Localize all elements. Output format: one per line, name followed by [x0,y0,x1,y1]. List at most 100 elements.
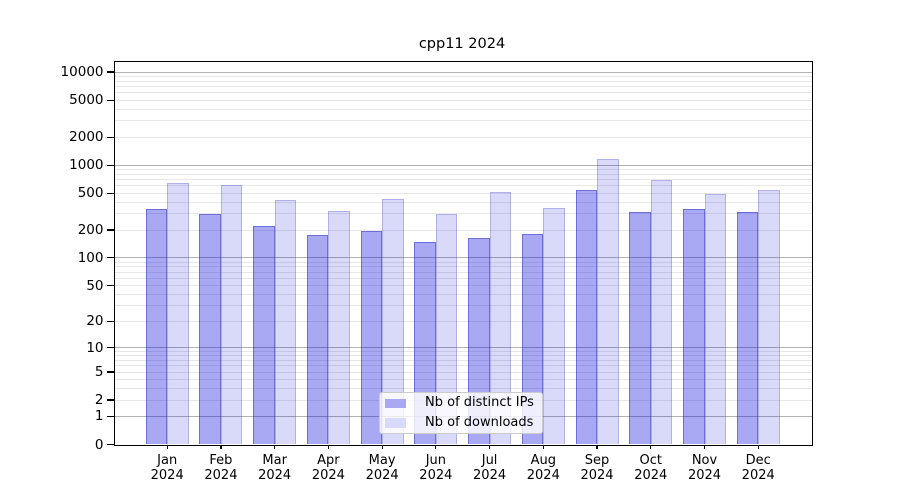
plot-area: 0 1 2 5 10 20 50 100 200 500 1000 2000 5000 10000 Jan … [61,61,813,483]
bar-downloads-feb [220,185,243,445]
x-tick-jan [166,444,168,449]
x-tick-may [381,444,383,449]
gridline-3 [114,387,812,389]
y-tick-20 [106,320,115,322]
y-tick-label-200: 200 [77,222,104,239]
y-tick-2 [106,399,115,401]
gridline-10000 [114,71,812,73]
x-tick-label-jan: Jan 2024 [150,452,184,484]
gridline-4000 [114,108,812,110]
gridline-200 [114,229,812,231]
x-tick-apr [327,444,329,449]
gridline-800 [114,173,812,175]
x-tick-label-dec: Dec 2024 [741,452,775,484]
gridline-600 [114,185,812,187]
bar-distinct-ips-jan [145,208,168,445]
legend-swatch-downloads [385,418,406,428]
gridline-400 [114,201,812,203]
bar-downloads-oct [650,180,673,445]
bar-downloads-jun [435,214,458,445]
gridline-60 [114,277,812,279]
gridline-8 [114,355,812,357]
bar-distinct-ips-sep [575,190,598,445]
legend: Nb of distinct IPs Nb of downloads [379,392,543,434]
gridline-100 [114,257,812,259]
x-tick-label-oct: Oct 2024 [634,452,668,484]
gridline-9000 [114,75,812,77]
legend-label-downloads: Nb of downloads [425,414,534,430]
x-tick-label-nov: Nov 2024 [687,452,722,484]
x-tick-nov [703,444,706,449]
gridline-20 [114,320,812,322]
bar-downloads-mar [274,199,297,445]
x-tick-label-aug: Aug 2024 [526,452,560,484]
legend-item-downloads: Nb of downloads [385,415,542,432]
gridline-7 [114,359,812,361]
y-tick-label-20: 20 [86,313,104,330]
gridline-2000 [114,136,812,138]
gridline-6000 [114,92,812,94]
bar-distinct-ips-apr [306,234,329,445]
x-tick-sep [596,444,598,449]
y-tick-label-0: 0 [94,436,104,453]
gridline-5000 [114,99,812,101]
chart-title: cpp11 2024 [418,36,506,52]
y-tick-2000 [106,136,115,138]
x-tick-label-feb: Feb 2024 [204,452,238,484]
y-tick-label-1000: 1000 [69,157,104,174]
bar-downloads-nov [704,193,726,445]
x-tick-mar [274,444,276,449]
y-tick-100 [106,257,115,259]
gridline-30 [114,305,812,307]
y-tick-label-100: 100 [77,249,104,266]
gridline-70 [114,271,812,273]
gridline-1000 [114,164,812,166]
gridline-5 [114,371,812,373]
y-tick-label-50: 50 [86,277,104,294]
y-tick-5 [106,371,115,373]
x-tick-label-jul: Jul 2024 [473,452,507,484]
x-tick-oct [650,444,652,449]
x-tick-aug [542,444,544,449]
bar-distinct-ips-aug [521,233,544,445]
gridline-40 [114,293,812,295]
y-tick-label-2: 2 [94,392,104,409]
x-tick-dec [757,444,759,449]
gridline-900 [114,168,812,170]
gridline-8000 [114,80,812,82]
y-tick-1 [106,415,115,418]
gridline-3000 [114,120,812,122]
y-tick-0 [106,443,115,446]
bar-distinct-ips-dec [736,211,759,445]
y-tick-label-5: 5 [94,364,104,381]
bar-downloads-dec [758,190,780,445]
x-tick-label-may: May 2024 [365,452,399,484]
y-tick-label-500: 500 [77,185,104,202]
x-tick-label-jun: Jun 2024 [419,452,453,484]
gridline-6 [114,365,812,367]
bar-distinct-ips-mar [253,226,275,445]
y-tick-label-1: 1 [94,408,104,425]
x-tick-jul [488,444,491,449]
y-tick-10 [106,346,115,349]
x-tick-label-mar: Mar 2024 [258,452,292,484]
gridline-10 [114,347,812,349]
gridline-300 [114,213,812,215]
y-tick-500 [106,192,115,194]
gridline-50 [114,285,812,287]
bar-downloads-may [382,199,404,445]
legend-swatch-distinct-ips [385,398,406,408]
bar-distinct-ips-may [360,230,383,445]
y-tick-10000 [106,71,115,73]
gridline-500 [114,192,812,194]
gridline-80 [114,266,812,268]
bar-downloads-apr [328,211,350,445]
x-tick-jun [435,444,437,449]
x-tick-label-apr: Apr 2024 [311,452,345,484]
bar-downloads-aug [543,208,565,445]
gridline-7000 [114,86,812,87]
x-tick-feb [220,444,222,449]
y-tick-1000 [106,164,115,166]
y-tick-50 [106,284,115,287]
